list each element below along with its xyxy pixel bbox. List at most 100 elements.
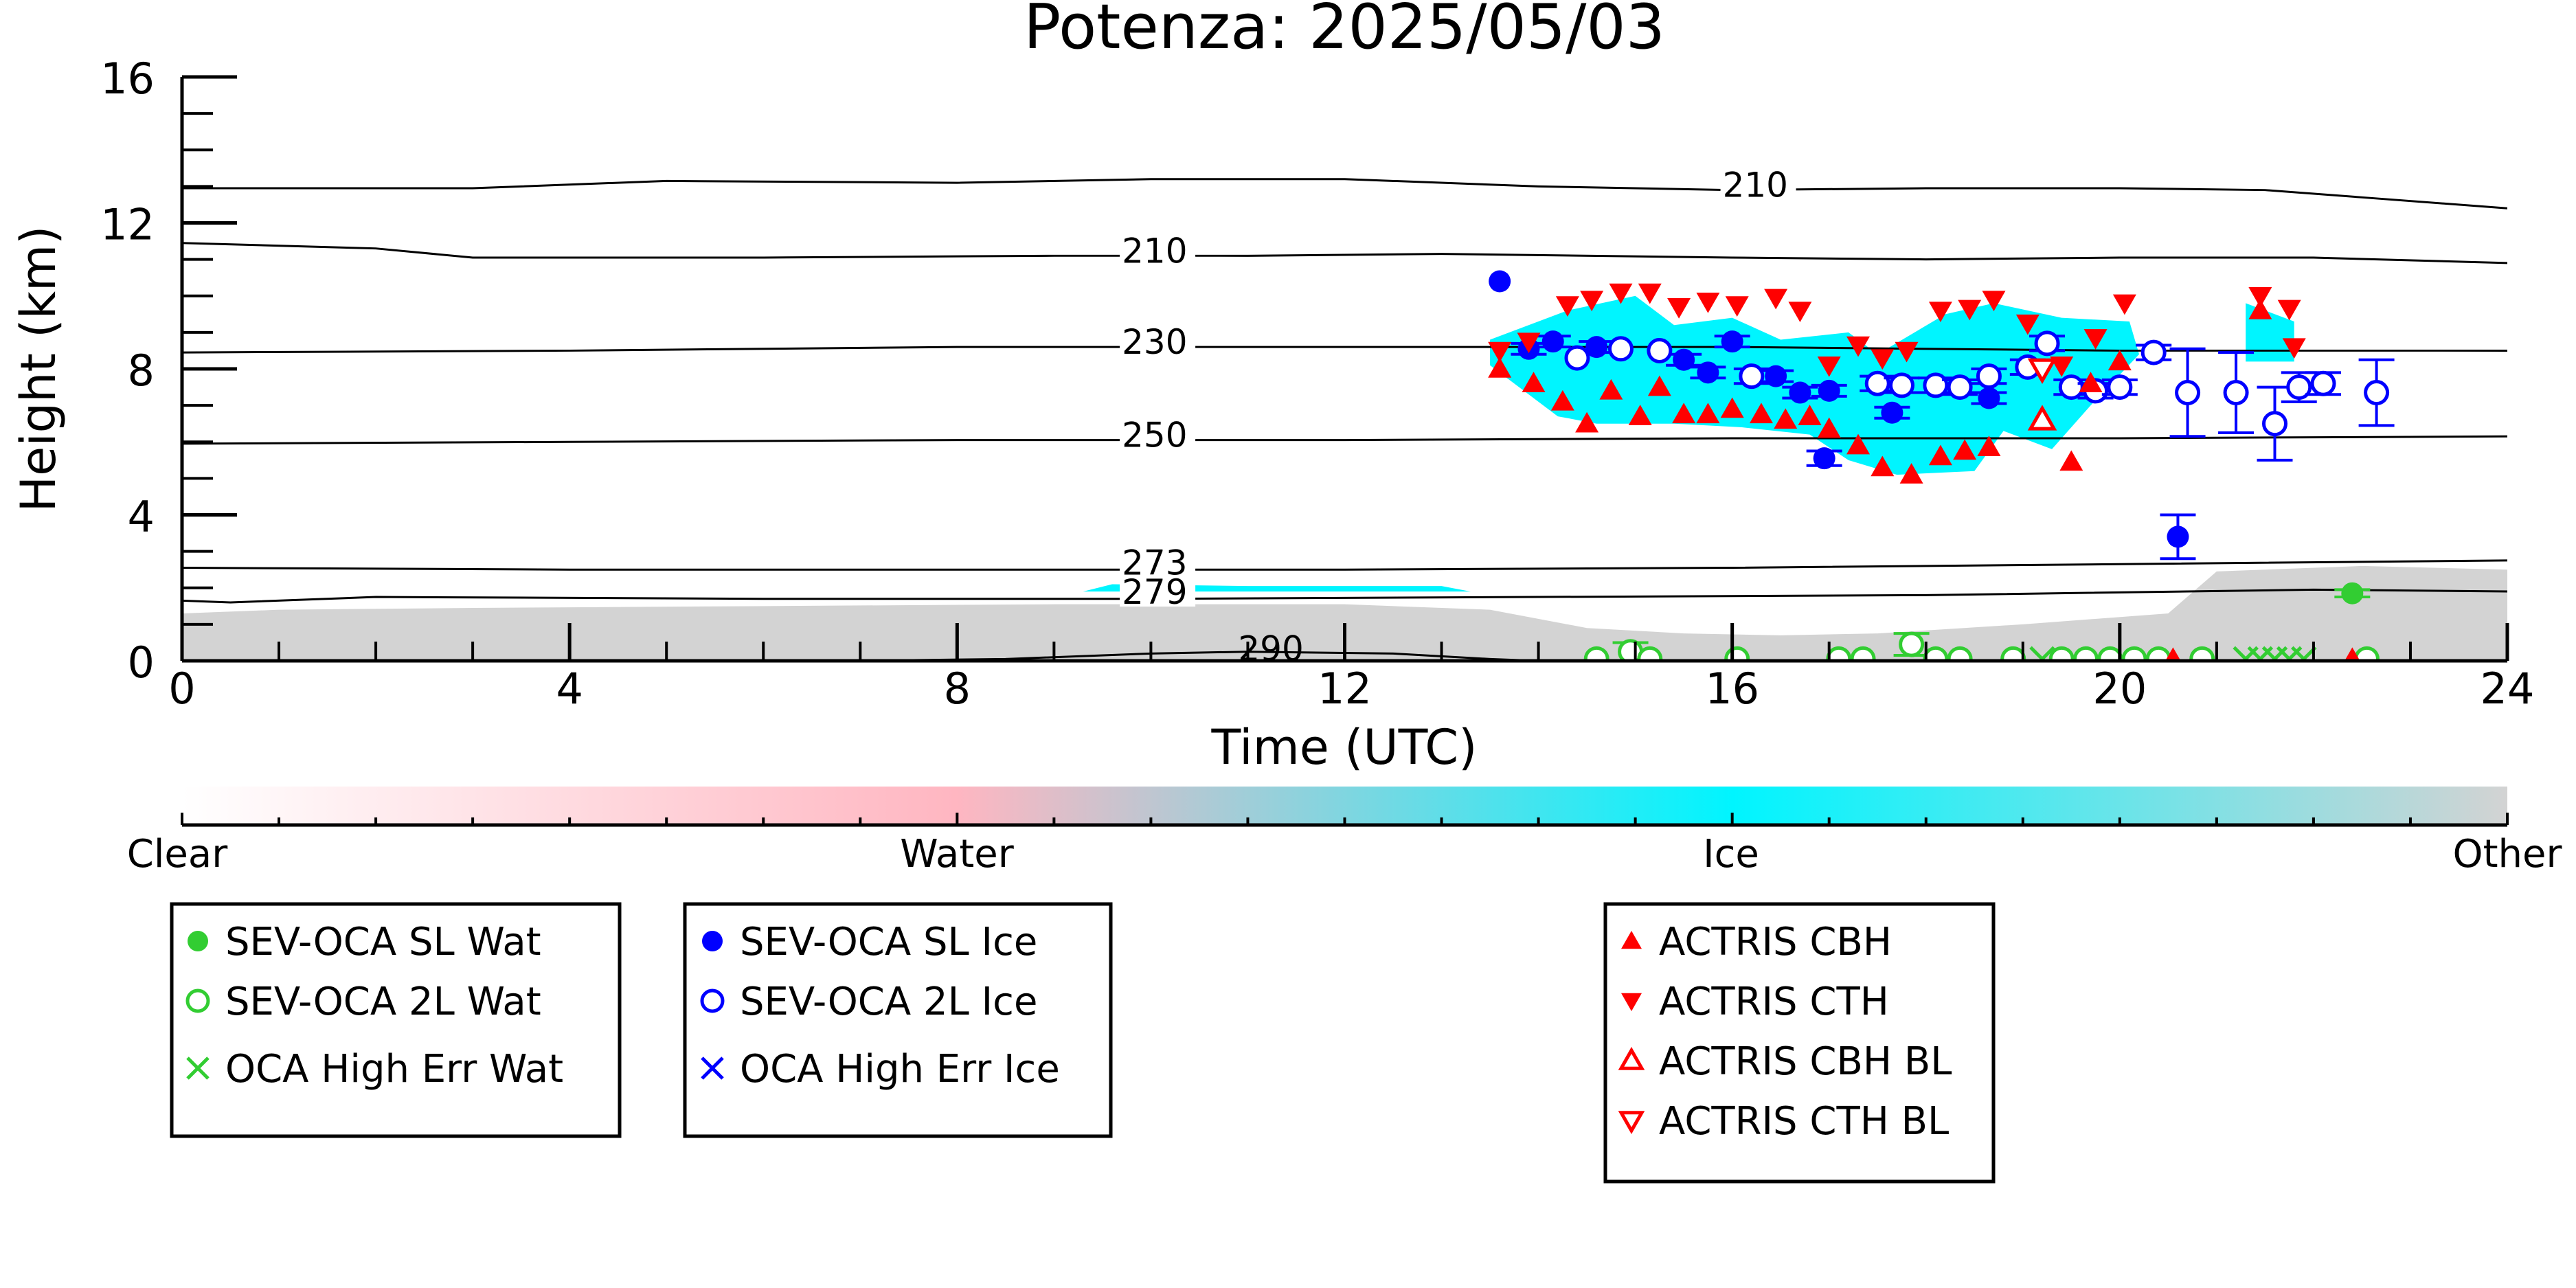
colorbar-label-clear: Clear [127, 832, 228, 877]
marker-sev-oca-2l-ice [1864, 370, 1890, 396]
chart-title: Potenza: 2025/05/03 [1024, 0, 1665, 63]
legend-marker-sev-oca-sl-ice [702, 931, 723, 951]
contour-label-bg [1120, 576, 1196, 607]
marker-actris-cbh [2248, 299, 2272, 319]
x-tick-label: 8 [944, 664, 971, 714]
x-axis-label: Time (UTC) [1211, 719, 1478, 776]
marker-actris-cth [1982, 291, 2006, 312]
marker-sev-oca-2l-ice [1923, 372, 1949, 398]
y-tick-label: 16 [100, 54, 155, 104]
y-tick-label: 12 [100, 200, 155, 250]
marker-sev-oca-2l-ice [1647, 337, 1673, 363]
marker-actris-cbh [1522, 372, 1546, 392]
marker-actris-cbh [2059, 450, 2083, 471]
marker-sev-oca-2l-ice [2286, 374, 2312, 400]
marker-sev-oca-sl-ice [1818, 379, 1840, 402]
marker-actris-cth [2015, 314, 2040, 335]
marker-sev-oca-sl-ice [1721, 330, 1743, 353]
marker-sev-oca-2l-ice [2140, 339, 2167, 365]
marker-actris-cth [1580, 291, 1604, 312]
marker-sev-oca-2l-wat [1947, 646, 1973, 661]
marker-actris-cth [1817, 356, 1841, 377]
contour-label-bg [1120, 547, 1196, 578]
x-tick-label: 20 [2092, 664, 2147, 714]
marker-actris-cth [1788, 302, 1812, 322]
axes: 0 4 8 12 16 20 24 0 4 8 12 16 [100, 54, 2534, 714]
marker-actris-cbh [1953, 439, 1977, 460]
contour-label-210: 210 [1723, 166, 1788, 205]
marker-actris-cth [1517, 332, 1541, 354]
contour-label-bg [1120, 235, 1196, 266]
plot-area [182, 178, 2507, 661]
marker-actris-cth [1764, 289, 1788, 310]
series-sev-oca-sl-wat [2334, 582, 2371, 605]
series-actris-cbh [1488, 299, 2360, 661]
marker-actris-cth [1928, 302, 1952, 322]
marker-sev-oca-2l-wat [2189, 646, 2215, 661]
marker-actris-cbh [1550, 389, 1574, 411]
contour-label-250: 250 [1122, 416, 1187, 455]
marker-sev-oca-2l-wat [2048, 646, 2075, 661]
marker-actris-cth [2112, 294, 2136, 315]
marker-actris-cbh [1899, 463, 1923, 484]
series-oca-high-err-wat [2029, 646, 2317, 661]
marker-sev-oca-2l-ice [2058, 374, 2084, 400]
marker-actris-cth [2248, 287, 2272, 308]
series-actris-cth-bl [2027, 358, 2057, 385]
legend-marker-oca-high-err-wat [186, 1057, 210, 1080]
x-tick-label: 0 [168, 664, 195, 714]
legend-label-actris-cth: ACTRIS CTH [1659, 980, 1889, 1024]
marker-actris-cth [1958, 300, 1982, 321]
colorbar-label-water: Water [900, 832, 1015, 877]
marker-sev-oca-2l-ice [2175, 380, 2201, 406]
marker-sev-oca-sl-ice [1585, 336, 1608, 359]
marker-sev-oca-2l-ice [2262, 411, 2287, 437]
marker-actris-cth [2050, 356, 2074, 377]
x-tick-label: 16 [1705, 664, 1759, 714]
legend-marker-oca-high-err-ice [701, 1057, 724, 1080]
series-sev-oca-2l-ice [1564, 330, 2395, 462]
marker-actris-cth [2083, 329, 2108, 350]
marker-actris-cth [1725, 296, 1749, 317]
marker-actris-cbh-bl [2027, 405, 2057, 431]
legend-label-sev-oca-2l-wat: SEV-OCA 2L Wat [225, 980, 541, 1024]
marker-actris-cbh [2108, 350, 2132, 371]
legend-label-sev-oca-2l-ice: SEV-OCA 2L Ice [740, 980, 1037, 1024]
marker-sev-oca-sl-ice [1541, 330, 1564, 353]
region-other-0 [182, 565, 2507, 661]
marker-actris-cth [2277, 300, 2301, 321]
legend-label-actris-cbh: ACTRIS CBH [1659, 920, 1892, 964]
marker-actris-cth [1555, 296, 1579, 317]
marker-actris-cbh [1647, 375, 1671, 396]
marker-sev-oca-sl-ice [1881, 401, 1903, 424]
marker-sev-oca-2l-ice [1564, 345, 1590, 371]
contour-210-1 [182, 242, 2507, 264]
marker-actris-cth-bl [2027, 358, 2057, 385]
marker-actris-cth [2282, 338, 2306, 359]
marker-actris-cbh [1672, 403, 1696, 424]
legend-marker-sev-oca-sl-wat [188, 931, 208, 951]
marker-sev-oca-sl-wat [2341, 582, 2364, 605]
marker-actris-cth [1696, 292, 1720, 313]
legend-marker-actris-cth-bl [1618, 1111, 1645, 1135]
marker-actris-cth [1871, 349, 1895, 370]
y-tick-label: 8 [128, 346, 155, 396]
legend-label-actris-cth-bl: ACTRIS CTH BL [1659, 1099, 1949, 1144]
marker-sev-oca-2l-ice [2034, 330, 2060, 357]
marker-sev-oca-2l-wat [2145, 646, 2171, 661]
contour-label-279: 279 [1122, 572, 1187, 612]
marker-actris-cbh [1575, 411, 1599, 433]
legend-marker-sev-oca-2l-ice [700, 988, 725, 1013]
marker-sev-oca-2l-wat [1899, 631, 1925, 657]
series-actris-cth [1488, 283, 2306, 377]
marker-actris-cth [1638, 283, 1662, 304]
marker-actris-cbh [1977, 436, 2001, 456]
marker-sev-oca-sl-ice [1673, 348, 1695, 371]
marker-actris-cbh [2079, 372, 2103, 392]
marker-actris-cbh [1774, 408, 1798, 429]
marker-sev-oca-sl-ice [1765, 365, 1787, 387]
marker-sev-oca-2l-wat [1826, 646, 1852, 661]
marker-sev-oca-2l-wat [2072, 646, 2099, 661]
